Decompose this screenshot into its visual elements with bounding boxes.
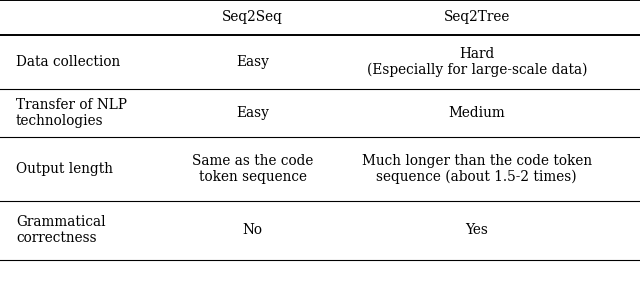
Text: Grammatical
correctness: Grammatical correctness <box>16 215 106 245</box>
Text: Seq2Tree: Seq2Tree <box>444 10 510 24</box>
Text: No: No <box>243 223 263 237</box>
Text: Much longer than the code token
sequence (about 1.5-2 times): Much longer than the code token sequence… <box>362 154 592 184</box>
Text: Same as the code
token sequence: Same as the code token sequence <box>192 154 314 184</box>
Text: Transfer of NLP
technologies: Transfer of NLP technologies <box>16 98 127 128</box>
Text: Easy: Easy <box>236 55 269 69</box>
Text: Hard
(Especially for large-scale data): Hard (Especially for large-scale data) <box>367 47 587 77</box>
Text: Output length: Output length <box>16 162 113 176</box>
Text: Yes: Yes <box>465 223 488 237</box>
Text: Data collection: Data collection <box>16 55 120 69</box>
Text: Easy: Easy <box>236 106 269 120</box>
Text: Medium: Medium <box>449 106 505 120</box>
Text: Seq2Seq: Seq2Seq <box>222 10 284 24</box>
